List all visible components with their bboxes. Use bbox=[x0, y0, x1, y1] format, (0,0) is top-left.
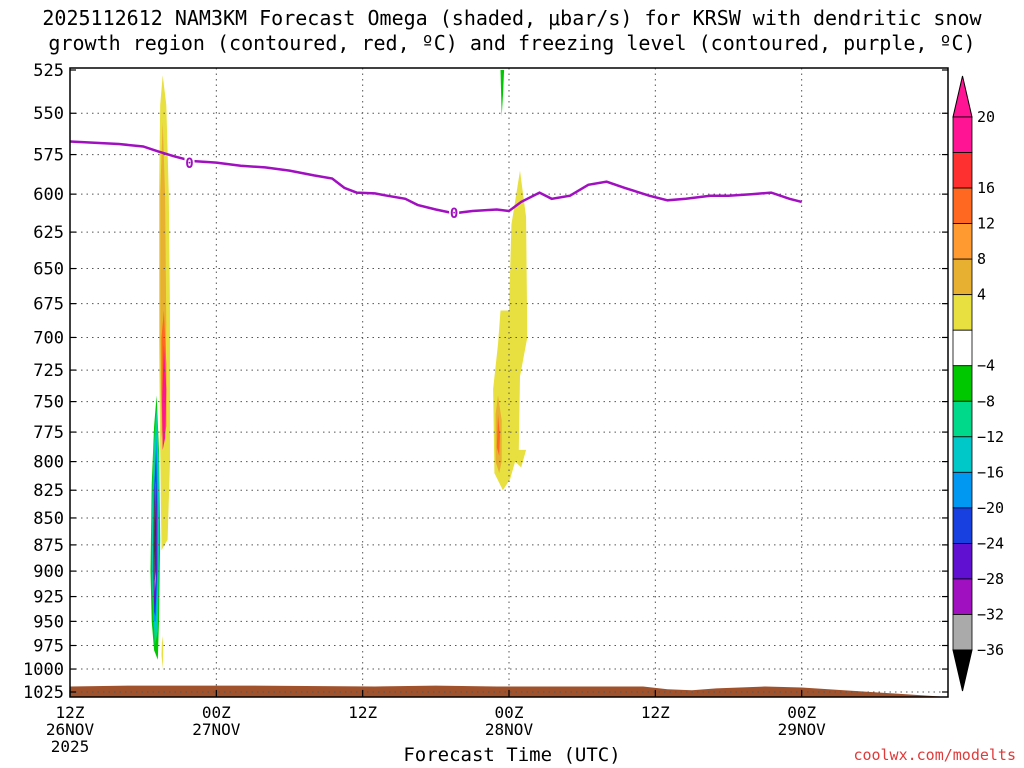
y-tick-label-525: 525 bbox=[33, 61, 64, 81]
omega-region-17 bbox=[496, 413, 500, 456]
omega-region-3 bbox=[162, 344, 167, 450]
freezing-level-label-bg-1 bbox=[449, 206, 460, 221]
omega-region-14 bbox=[500, 70, 505, 117]
colorbar-label-5: −4 bbox=[977, 357, 995, 375]
x-tick-label-36-0: 00Z bbox=[495, 703, 524, 722]
freezing-level-line bbox=[70, 140, 803, 215]
y-tick-label-550: 550 bbox=[33, 104, 64, 124]
x-tick-label-60-0: 00Z bbox=[787, 703, 816, 722]
omega-region-15 bbox=[493, 170, 528, 491]
colorbar-bin-2 bbox=[952, 187, 973, 224]
colorbar-label-1: 16 bbox=[977, 179, 995, 197]
y-tick-label-675: 675 bbox=[33, 295, 64, 315]
colorbar-label-3: 8 bbox=[977, 250, 986, 268]
x-tick-label-36-1: 28NOV bbox=[485, 720, 534, 739]
y-tick-label-1025: 1025 bbox=[23, 683, 64, 703]
colorbar-bin-1 bbox=[952, 152, 973, 189]
colorbar-bottom-arrow bbox=[952, 649, 973, 692]
plot-inner: 00 bbox=[70, 68, 948, 697]
colorbar-bin-14 bbox=[952, 614, 973, 651]
title-line-2: growth region (contoured, red, ºC) and f… bbox=[48, 31, 976, 55]
colorbar-label-11: −28 bbox=[977, 570, 1004, 588]
y-tick-label-900: 900 bbox=[33, 562, 64, 582]
axes: 525 550 575 600 625 650 675 700 725 750 775 800 825 8… bbox=[23, 61, 949, 756]
y-tick-label-575: 575 bbox=[33, 146, 64, 166]
colorbar-bin-7 bbox=[952, 365, 973, 402]
x-tick-label-12-1: 27NOV bbox=[192, 720, 241, 739]
x-tick-label-48-0: 12Z bbox=[641, 703, 670, 722]
y-tick-label-1000: 1000 bbox=[23, 660, 64, 680]
colorbar-bin-12 bbox=[952, 543, 973, 580]
colorbar-bin-11 bbox=[952, 507, 973, 544]
x-tick-label-0-1: 26NOV bbox=[46, 720, 95, 739]
colorbar-label-4: 4 bbox=[977, 286, 986, 304]
y-tick-label-975: 975 bbox=[33, 637, 64, 657]
colorbar-bin-6 bbox=[952, 329, 973, 367]
x-tick-label-0-2: 2025 bbox=[51, 737, 90, 756]
y-tick-label-650: 650 bbox=[33, 260, 64, 280]
plot-area: 00 bbox=[70, 68, 948, 697]
freezing-level-label-bg-0 bbox=[184, 156, 195, 171]
y-tick-label-875: 875 bbox=[33, 536, 64, 556]
colorbar-bin-9 bbox=[952, 436, 973, 473]
x-tick-label-0-0: 12Z bbox=[56, 703, 85, 722]
colorbar-bin-13 bbox=[952, 578, 973, 615]
y-tick-label-950: 950 bbox=[33, 612, 64, 632]
freezing-level-label-0: 0 bbox=[185, 156, 193, 172]
colorbar: 20 16 12 8 4 −4 −8 −12 −16 −20 −24 −28 −32 −36 bbox=[952, 75, 1004, 692]
y-tick-label-850: 850 bbox=[33, 509, 64, 529]
colorbar-top-arrow bbox=[952, 75, 973, 118]
colorbar-label-13: −36 bbox=[977, 641, 1004, 659]
y-tick-label-775: 775 bbox=[33, 423, 64, 443]
x-axis-title: Forecast Time (UTC) bbox=[403, 744, 621, 766]
y-tick-label-800: 800 bbox=[33, 453, 64, 473]
y-tick-label-750: 750 bbox=[33, 393, 64, 413]
colorbar-label-12: −32 bbox=[977, 605, 1004, 623]
y-tick-label-625: 625 bbox=[33, 223, 64, 243]
y-tick-label-700: 700 bbox=[33, 328, 64, 348]
y-tick-label-925: 925 bbox=[33, 588, 64, 608]
colorbar-label-6: −8 bbox=[977, 392, 995, 410]
credit-text: coolwx.com/modelts bbox=[853, 746, 1016, 764]
colorbar-bin-0 bbox=[952, 116, 973, 153]
colorbar-label-9: −20 bbox=[977, 499, 1004, 517]
x-tick-label-12-0: 00Z bbox=[202, 703, 231, 722]
y-tick-label-725: 725 bbox=[33, 361, 64, 381]
colorbar-label-7: −12 bbox=[977, 428, 1004, 446]
colorbar-bin-5 bbox=[952, 294, 973, 331]
colorbar-bin-3 bbox=[952, 223, 973, 260]
title-line-1: 2025112612 NAM3KM Forecast Omega (shaded… bbox=[42, 6, 982, 30]
chart-title: 2025112612 NAM3KM Forecast Omega (shaded… bbox=[0, 6, 1024, 56]
colorbar-label-8: −16 bbox=[977, 463, 1004, 481]
colorbar-label-2: 12 bbox=[977, 215, 995, 233]
colorbar-label-10: −24 bbox=[977, 534, 1004, 552]
colorbar-bin-10 bbox=[952, 471, 973, 509]
omega-region-13 bbox=[154, 484, 156, 582]
freezing-level-label-1: 0 bbox=[450, 206, 458, 222]
x-tick-label-60-1: 29NOV bbox=[778, 720, 827, 739]
colorbar-bin-8 bbox=[952, 400, 973, 438]
colorbar-bin-4 bbox=[952, 258, 973, 296]
omega-region-4 bbox=[161, 635, 164, 669]
y-tick-label-825: 825 bbox=[33, 481, 64, 501]
colorbar-label-0: 20 bbox=[977, 108, 995, 126]
x-tick-label-24-0: 12Z bbox=[348, 703, 377, 722]
y-tick-label-600: 600 bbox=[33, 185, 64, 205]
